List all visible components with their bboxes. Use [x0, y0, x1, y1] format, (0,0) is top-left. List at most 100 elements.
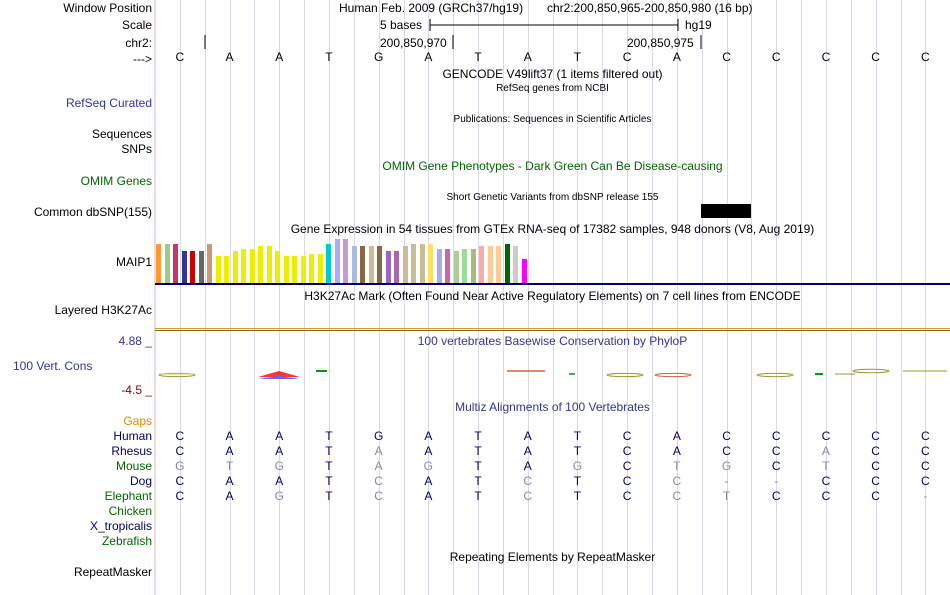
gtex-tissue-bar[interactable]	[283, 256, 289, 283]
gtex-track-title[interactable]: Gene Expression in 54 tissues from GTEx …	[290, 222, 815, 236]
aligned-base: T	[225, 459, 234, 473]
gtex-expression-bars[interactable]	[155, 238, 555, 283]
gtex-tissue-bar[interactable]	[300, 256, 306, 283]
aligned-base: A	[275, 429, 284, 443]
multiz-track-title[interactable]: Multiz Alignments of 100 Vertebrates	[455, 400, 650, 414]
species-label[interactable]: Dog	[129, 474, 152, 488]
refseq-track-label[interactable]: RefSeq Curated	[65, 96, 152, 110]
gtex-tissue-bar[interactable]	[428, 244, 433, 283]
sequences-track-label[interactable]: Sequences	[91, 127, 152, 141]
gtex-tissue-bar[interactable]	[173, 244, 178, 283]
aligned-base: A	[523, 429, 532, 443]
aligned-base: C	[622, 429, 632, 443]
gtex-tissue-bar[interactable]	[241, 249, 246, 283]
snps-track-label[interactable]: SNPs	[121, 142, 152, 156]
gtex-tissue-bar[interactable]	[334, 239, 340, 283]
aligned-base: C	[871, 429, 880, 443]
omim-track-title[interactable]: OMIM Gene Phenotypes - Dark Green Can Be…	[382, 159, 723, 173]
gtex-tissue-bar[interactable]	[351, 246, 357, 283]
gtex-tissue-bar[interactable]	[360, 246, 365, 283]
aligned-base: G	[423, 459, 434, 473]
gtex-tissue-bar[interactable]	[436, 249, 442, 283]
gaps-track-label[interactable]: Gaps	[123, 414, 152, 428]
gtex-tissue-bar[interactable]	[470, 249, 476, 283]
species-label[interactable]: Chicken	[108, 504, 152, 518]
gtex-tissue-bar[interactable]	[326, 244, 331, 283]
repeatmasker-track-label[interactable]: RepeatMasker	[73, 565, 152, 579]
species-label[interactable]: Mouse	[115, 459, 152, 473]
aligned-base: A	[424, 474, 433, 488]
species-label[interactable]: Rhesus	[111, 444, 152, 458]
aligned-base: G	[175, 459, 185, 473]
phylop-track-label[interactable]: 100 Vert. Cons	[13, 359, 93, 373]
aligned-base: C	[622, 474, 632, 488]
dbsnp-track-label[interactable]: Common dbSNP(155)	[33, 205, 152, 219]
reference-base: C	[771, 50, 781, 64]
gtex-tissue-bar[interactable]	[258, 246, 263, 283]
gtex-tissue-bar[interactable]	[445, 249, 450, 283]
gtex-tissue-bar[interactable]	[402, 246, 408, 283]
gtex-tissue-bar[interactable]	[249, 249, 255, 283]
reference-base: A	[424, 50, 433, 64]
reference-base: C	[921, 50, 930, 64]
aligned-base: T	[474, 444, 482, 458]
gtex-tissue-bar[interactable]	[462, 249, 467, 283]
gtex-tissue-bar[interactable]	[190, 251, 195, 283]
species-label[interactable]: Human	[113, 429, 152, 443]
gtex-gene-label[interactable]: MAIP1	[115, 255, 152, 269]
gtex-tissue-bar[interactable]	[394, 251, 399, 283]
gtex-tissue-bar[interactable]	[368, 246, 374, 283]
gtex-tissue-bar[interactable]	[521, 259, 527, 283]
reference-base: A	[523, 50, 532, 64]
aligned-base: C	[374, 474, 383, 488]
aligned-base: G	[274, 489, 284, 503]
species-label[interactable]: Elephant	[104, 489, 152, 503]
gtex-tissue-bar[interactable]	[275, 251, 280, 283]
h3k27ac-track-label[interactable]: Layered H3K27Ac	[54, 303, 152, 317]
gtex-tissue-bar[interactable]	[513, 246, 518, 283]
aligned-base: A	[424, 444, 433, 458]
phylop-signal[interactable]	[155, 360, 950, 390]
gtex-tissue-bar[interactable]	[496, 246, 501, 283]
position-readout: chr2:200,850,965-200,850,980 (16 bp)	[547, 1, 753, 15]
phylop-max-label: 4.88 _	[118, 334, 152, 348]
gtex-tissue-bar[interactable]	[343, 239, 348, 283]
repeatmasker-track-title[interactable]: Repeating Elements by RepeatMasker	[449, 550, 656, 564]
gtex-tissue-bar[interactable]	[479, 246, 484, 283]
aligned-base: C	[821, 489, 831, 503]
gtex-tissue-bar[interactable]	[207, 244, 212, 283]
gtex-tissue-bar[interactable]	[317, 254, 323, 283]
gtex-tissue-bar[interactable]	[292, 256, 297, 283]
gtex-tissue-bar[interactable]	[224, 256, 229, 283]
gtex-tissue-bar[interactable]	[377, 246, 382, 283]
phylop-track-title[interactable]: 100 vertebrates Basewise Conservation by…	[417, 334, 688, 348]
gtex-tissue-bar[interactable]	[181, 251, 187, 283]
gtex-tissue-bar[interactable]	[215, 256, 221, 283]
gtex-tissue-bar[interactable]	[232, 251, 238, 283]
aligned-base: T	[822, 459, 830, 473]
gtex-tissue-bar[interactable]	[487, 246, 493, 283]
gtex-tissue-bar[interactable]	[164, 244, 170, 283]
reference-base: T	[325, 50, 333, 64]
gtex-tissue-bar[interactable]	[309, 254, 314, 283]
species-label[interactable]: X_tropicalis	[89, 519, 152, 533]
aligned-base: T	[573, 474, 582, 488]
omim-track-label[interactable]: OMIM Genes	[80, 174, 152, 188]
gtex-tissue-bar[interactable]	[266, 246, 272, 283]
gtex-tissue-bar[interactable]	[504, 244, 510, 283]
aligned-base: -	[774, 474, 779, 488]
dbsnp-variant-feature[interactable]	[701, 204, 751, 218]
gtex-tissue-bar[interactable]	[156, 244, 161, 283]
gencode-track-title[interactable]: GENCODE V49lift37 (1 items filtered out)	[442, 67, 663, 81]
aligned-base: C	[871, 459, 880, 473]
h3k27ac-track-title[interactable]: H3K27Ac Mark (Often Found Near Active Re…	[304, 289, 801, 303]
gtex-tissue-bar[interactable]	[198, 251, 204, 283]
gtex-tissue-bar[interactable]	[453, 251, 459, 283]
gtex-tissue-bar[interactable]	[411, 244, 416, 283]
aligned-base: A	[374, 444, 383, 458]
aligned-base: C	[771, 429, 781, 443]
gtex-tissue-bar[interactable]	[385, 251, 391, 283]
species-label[interactable]: Zebrafish	[101, 534, 152, 548]
gtex-tissue-bar[interactable]	[419, 244, 425, 283]
